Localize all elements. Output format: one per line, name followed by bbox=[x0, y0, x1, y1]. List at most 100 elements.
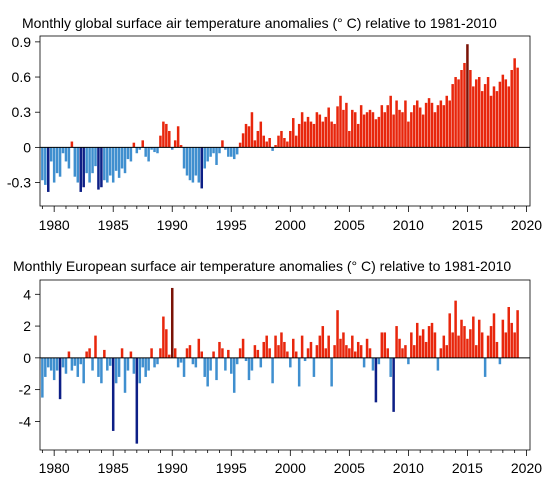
bar bbox=[306, 116, 310, 148]
bar bbox=[238, 348, 242, 358]
bar bbox=[271, 147, 274, 151]
bar bbox=[430, 322, 434, 358]
bar bbox=[359, 105, 363, 148]
bar bbox=[209, 357, 212, 371]
bar bbox=[61, 357, 65, 368]
bar bbox=[383, 332, 387, 358]
y-tick-label: 0 bbox=[23, 350, 31, 366]
bar bbox=[351, 335, 354, 358]
bar bbox=[475, 79, 478, 148]
bar bbox=[58, 357, 62, 400]
bar bbox=[73, 357, 77, 366]
bar bbox=[333, 345, 336, 358]
bar-series bbox=[41, 44, 519, 192]
bar bbox=[421, 114, 425, 148]
bar bbox=[342, 109, 345, 148]
bar bbox=[312, 357, 316, 377]
bar bbox=[495, 91, 499, 148]
bar bbox=[47, 357, 50, 368]
bar bbox=[395, 326, 398, 358]
bar bbox=[206, 357, 209, 387]
bar bbox=[362, 357, 366, 368]
bar bbox=[460, 319, 463, 358]
x-tick-label: 2015 bbox=[452, 217, 483, 233]
y-tick-label: 0.6 bbox=[12, 69, 32, 85]
bar bbox=[289, 130, 292, 148]
y-tick-label: 4 bbox=[23, 286, 31, 302]
bar bbox=[129, 351, 133, 358]
bar bbox=[362, 114, 366, 148]
bar bbox=[445, 95, 449, 148]
bar bbox=[286, 141, 289, 148]
bar bbox=[227, 147, 230, 157]
bar bbox=[377, 116, 381, 148]
bar bbox=[483, 357, 487, 377]
bar bbox=[492, 313, 496, 358]
bar bbox=[489, 95, 493, 148]
bar bbox=[294, 351, 298, 358]
y-tick-label: 2 bbox=[23, 318, 31, 334]
bar bbox=[354, 351, 357, 358]
bar bbox=[147, 147, 150, 162]
bar bbox=[265, 141, 268, 148]
bar bbox=[61, 147, 65, 154]
bar bbox=[410, 112, 413, 148]
bar bbox=[52, 147, 56, 183]
bar bbox=[212, 147, 215, 154]
bar bbox=[477, 77, 481, 148]
european-anomaly-chart: Monthly European surface air temperature… bbox=[13, 258, 542, 476]
bar bbox=[404, 345, 407, 358]
x-tick-label: 1995 bbox=[216, 217, 247, 233]
bar bbox=[191, 357, 195, 365]
bar bbox=[232, 357, 236, 393]
bar bbox=[342, 332, 345, 358]
bar bbox=[404, 100, 407, 148]
bar bbox=[292, 338, 295, 358]
bar bbox=[327, 107, 330, 148]
bar bbox=[176, 126, 180, 148]
x-tick-label: 2000 bbox=[275, 460, 306, 476]
bar bbox=[277, 135, 280, 148]
x-tick-label: 2005 bbox=[334, 217, 365, 233]
bar bbox=[241, 133, 245, 148]
bar bbox=[371, 112, 375, 148]
x-tick-label: 1990 bbox=[157, 217, 188, 233]
bar bbox=[265, 335, 268, 358]
bar bbox=[47, 147, 50, 192]
bar bbox=[389, 357, 392, 377]
bar bbox=[67, 351, 71, 358]
bar bbox=[427, 98, 431, 148]
bar bbox=[318, 335, 322, 358]
bar bbox=[238, 142, 242, 148]
bar bbox=[489, 326, 493, 358]
bar bbox=[463, 326, 466, 358]
bar bbox=[513, 332, 516, 358]
bar bbox=[486, 335, 490, 358]
bar bbox=[303, 121, 307, 148]
bar bbox=[371, 357, 375, 371]
bar bbox=[247, 357, 251, 381]
bar bbox=[436, 357, 440, 371]
bar bbox=[297, 123, 301, 148]
bar bbox=[165, 123, 168, 148]
chart-title: Monthly European surface air temperature… bbox=[13, 258, 511, 274]
bar bbox=[79, 147, 82, 192]
bar bbox=[300, 112, 304, 148]
bar bbox=[501, 74, 505, 148]
bar bbox=[114, 357, 118, 384]
bar bbox=[153, 357, 156, 368]
bar bbox=[230, 357, 233, 374]
bar bbox=[451, 84, 454, 148]
bar bbox=[132, 357, 136, 374]
bar bbox=[141, 140, 144, 148]
bar bbox=[348, 130, 351, 148]
bar bbox=[466, 338, 469, 358]
bar bbox=[498, 357, 502, 365]
bar bbox=[147, 357, 150, 371]
bar bbox=[76, 147, 80, 183]
bar bbox=[79, 357, 82, 365]
bar bbox=[235, 147, 239, 155]
bar bbox=[67, 147, 71, 169]
bar bbox=[413, 345, 416, 358]
